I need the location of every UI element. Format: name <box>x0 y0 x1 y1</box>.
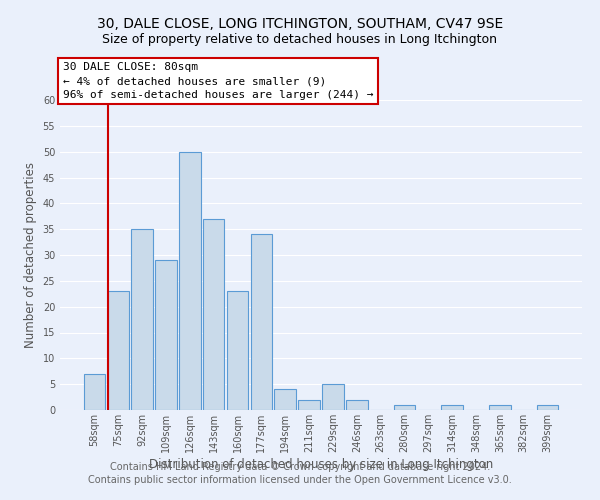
Bar <box>298 400 320 410</box>
Text: 30, DALE CLOSE, LONG ITCHINGTON, SOUTHAM, CV47 9SE: 30, DALE CLOSE, LONG ITCHINGTON, SOUTHAM… <box>97 18 503 32</box>
Text: 30 DALE CLOSE: 80sqm
← 4% of detached houses are smaller (9)
96% of semi-detache: 30 DALE CLOSE: 80sqm ← 4% of detached ho… <box>62 62 373 100</box>
Text: Size of property relative to detached houses in Long Itchington: Size of property relative to detached ho… <box>103 32 497 46</box>
Bar <box>84 374 105 410</box>
Bar <box>489 405 511 410</box>
Y-axis label: Number of detached properties: Number of detached properties <box>24 162 37 348</box>
Bar <box>155 260 177 410</box>
Bar <box>322 384 344 410</box>
Bar <box>274 390 296 410</box>
Bar <box>179 152 200 410</box>
Bar <box>394 405 415 410</box>
Text: Contains HM Land Registry data © Crown copyright and database right 2024.: Contains HM Land Registry data © Crown c… <box>110 462 490 472</box>
Bar <box>346 400 368 410</box>
Bar <box>251 234 272 410</box>
Text: Contains public sector information licensed under the Open Government Licence v3: Contains public sector information licen… <box>88 475 512 485</box>
Bar <box>537 405 558 410</box>
Bar <box>442 405 463 410</box>
Bar <box>131 229 153 410</box>
X-axis label: Distribution of detached houses by size in Long Itchington: Distribution of detached houses by size … <box>149 458 493 470</box>
Bar <box>203 219 224 410</box>
Bar <box>107 291 129 410</box>
Bar <box>227 291 248 410</box>
